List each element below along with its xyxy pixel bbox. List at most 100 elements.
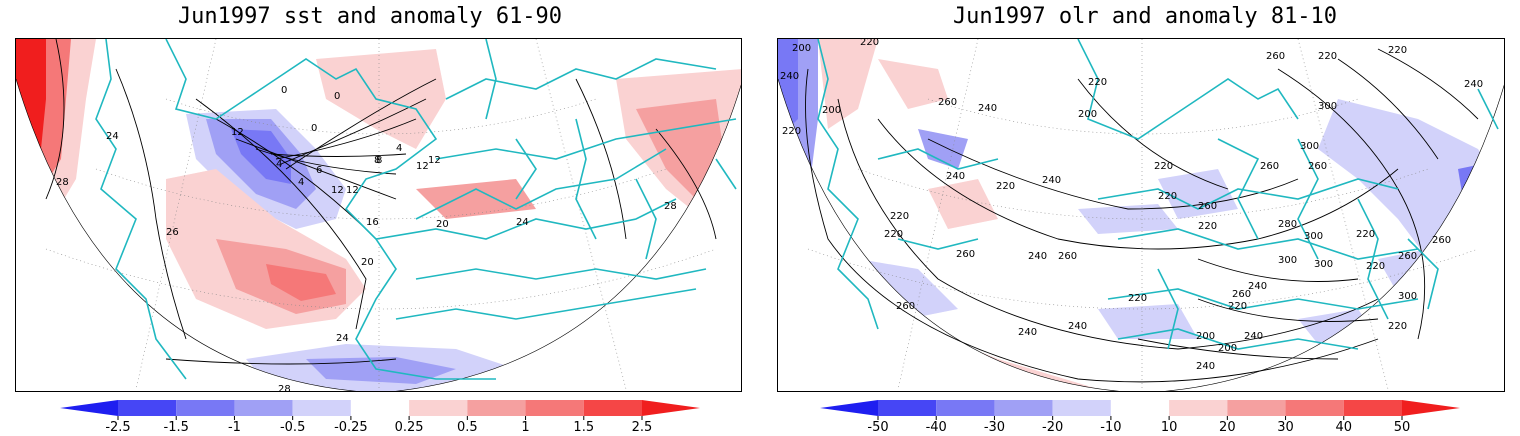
sst-graticule: [45, 39, 717, 391]
svg-text:220: 220: [860, 39, 879, 48]
svg-text:220: 220: [1388, 321, 1407, 332]
svg-text:200: 200: [1196, 331, 1215, 342]
svg-text:200: 200: [822, 105, 841, 116]
olr-colorbar: -50 -40 -30 -20 -10 10 20 30 40 50: [820, 398, 1460, 435]
svg-text:280: 280: [1278, 219, 1297, 230]
svg-text:240: 240: [1244, 331, 1263, 342]
svg-text:240: 240: [1018, 327, 1037, 338]
colorbar-segment: [1110, 400, 1170, 416]
svg-text:220: 220: [996, 181, 1015, 192]
svg-text:260: 260: [956, 249, 975, 260]
svg-text:16: 16: [366, 217, 379, 228]
colorbar-tick-label: 40: [1336, 420, 1353, 435]
colorbar-tick-label: 20: [1219, 420, 1236, 435]
svg-text:220: 220: [1318, 51, 1337, 62]
colorbar-tick-label: 0.5: [457, 420, 478, 435]
colorbar-tick-label: -20: [1042, 420, 1063, 435]
svg-text:240: 240: [1464, 79, 1483, 90]
olr-colorbar-svg: -50 -40 -30 -20 -10 10 20 30 40 50: [820, 400, 1460, 435]
sst-contour-labels: 28 26 28 24 20 16 12 8 4 0 12 4 6 12 8 1…: [56, 85, 677, 392]
colorbar-tick-label: -2.5: [105, 420, 130, 435]
svg-text:0: 0: [311, 123, 317, 134]
svg-text:220: 220: [1366, 261, 1385, 272]
svg-text:220: 220: [1128, 293, 1147, 304]
svg-text:260: 260: [1398, 251, 1417, 262]
colorbar-segment: [878, 400, 937, 416]
olr-panel-title: Jun1997 olr and anomaly 81-10: [952, 4, 1338, 29]
colorbar-segment: [820, 400, 878, 416]
svg-text:240: 240: [1068, 321, 1087, 332]
colorbar-tick-label: -1.5: [164, 420, 189, 435]
sst-coastlines: [95, 39, 737, 380]
svg-text:26: 26: [166, 227, 179, 238]
colorbar-segment: [176, 400, 235, 416]
svg-text:200: 200: [792, 43, 811, 54]
svg-text:220: 220: [1228, 301, 1247, 312]
svg-text:260: 260: [1266, 51, 1285, 62]
sst-map: 28 26 28 24 20 16 12 8 4 0 12 4 6 12 8 1…: [15, 38, 742, 392]
colorbar-segment: [60, 400, 118, 416]
colorbar-tick-label: 1.5: [573, 420, 594, 435]
svg-text:12: 12: [416, 161, 429, 172]
svg-text:12: 12: [428, 155, 441, 166]
svg-text:4: 4: [298, 177, 304, 188]
svg-text:220: 220: [1088, 77, 1107, 88]
colorbar-tick-label: 2.5: [632, 420, 653, 435]
svg-text:220: 220: [1158, 191, 1177, 202]
svg-text:300: 300: [1304, 231, 1323, 242]
svg-text:260: 260: [896, 301, 915, 312]
olr-graticule: [807, 39, 1479, 391]
colorbar-segment: [292, 400, 351, 416]
colorbar-segment: [642, 400, 700, 416]
colorbar-tick-label: -30: [984, 420, 1005, 435]
olr-contour-labels: 200 240 220 220 200 260 240 220 200 220 …: [780, 39, 1483, 372]
colorbar-tick-label: -10: [1100, 420, 1121, 435]
svg-text:300: 300: [1278, 255, 1297, 266]
svg-text:260: 260: [1232, 289, 1251, 300]
svg-text:24: 24: [106, 131, 119, 142]
colorbar-segment: [936, 400, 995, 416]
svg-text:28: 28: [278, 384, 291, 392]
colorbar-segment: [1343, 400, 1402, 416]
svg-text:28: 28: [664, 201, 677, 212]
svg-text:240: 240: [978, 103, 997, 114]
olr-shading: [778, 39, 1504, 391]
svg-text:240: 240: [1196, 361, 1215, 372]
svg-text:220: 220: [884, 229, 903, 240]
svg-text:12: 12: [331, 185, 344, 196]
svg-text:240: 240: [780, 71, 799, 82]
colorbar-segment: [234, 400, 293, 416]
svg-text:20: 20: [436, 219, 449, 230]
svg-text:300: 300: [1300, 141, 1319, 152]
svg-text:240: 240: [946, 171, 965, 182]
svg-text:260: 260: [938, 97, 957, 108]
svg-text:260: 260: [1198, 201, 1217, 212]
svg-text:220: 220: [1198, 221, 1217, 232]
svg-text:220: 220: [1356, 229, 1375, 240]
colorbar-tick-label: -40: [926, 420, 947, 435]
olr-map-svg: 200 240 220 220 200 260 240 220 200 220 …: [778, 39, 1504, 391]
olr-coastlines: [817, 39, 1499, 350]
svg-text:6: 6: [316, 165, 322, 176]
olr-panel: Jun1997 olr and anomaly 81-10: [775, 0, 1515, 435]
colorbar-segment: [994, 400, 1053, 416]
colorbar-tick-label: 50: [1394, 420, 1411, 435]
svg-text:4: 4: [276, 159, 282, 170]
svg-text:24: 24: [516, 217, 529, 228]
svg-text:260: 260: [1308, 161, 1327, 172]
colorbar-tick-label: 1: [521, 420, 529, 435]
svg-text:200: 200: [1218, 343, 1237, 354]
svg-text:12: 12: [231, 127, 244, 138]
colorbar-tick-label: -1: [228, 420, 241, 435]
olr-map: 200 240 220 220 200 260 240 220 200 220 …: [777, 38, 1505, 392]
svg-text:12: 12: [346, 185, 359, 196]
svg-text:200: 200: [1078, 109, 1097, 120]
svg-text:220: 220: [1154, 161, 1173, 172]
svg-text:220: 220: [782, 126, 801, 137]
svg-text:240: 240: [1028, 251, 1047, 262]
colorbar-segment: [350, 400, 410, 416]
svg-text:260: 260: [1058, 251, 1077, 262]
colorbar-segment: [1052, 400, 1111, 416]
colorbar-segment: [1285, 400, 1344, 416]
svg-text:260: 260: [1432, 235, 1451, 246]
